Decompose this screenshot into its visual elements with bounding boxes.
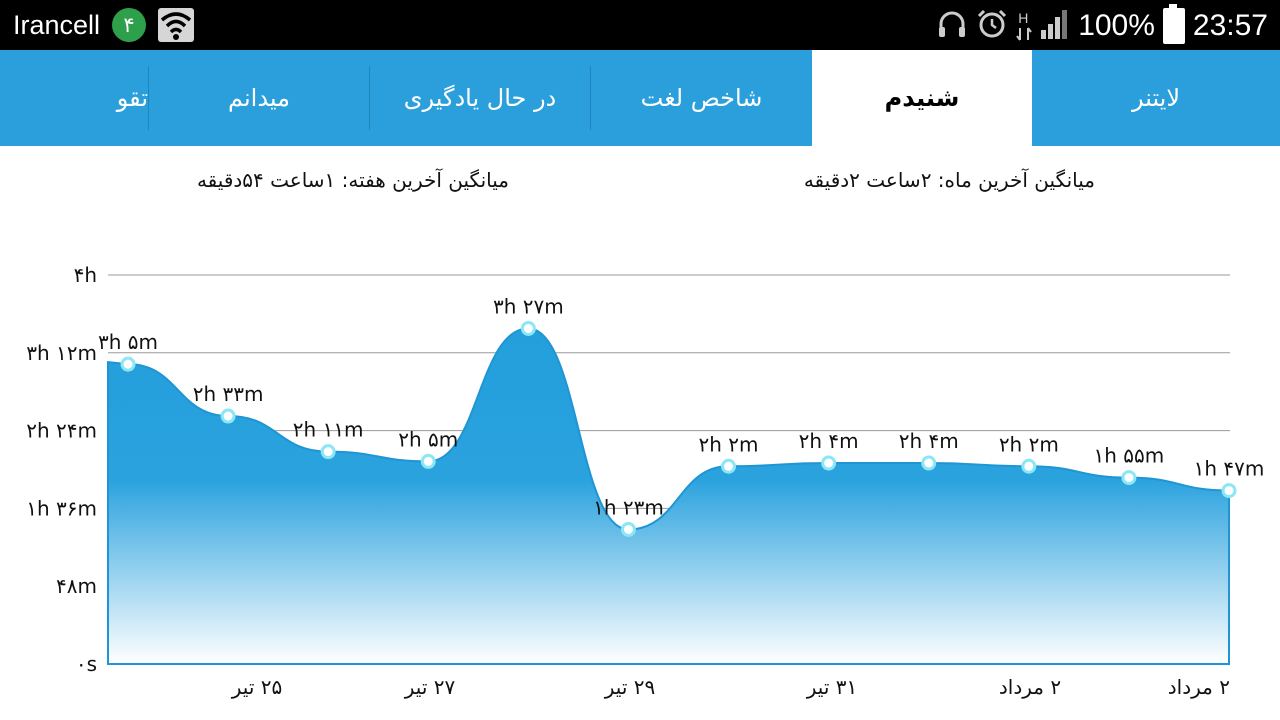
data-label: ۱h ۴۷m	[1194, 457, 1265, 481]
tab-divider	[148, 66, 149, 130]
tab-leitner[interactable]: لایتنر	[1032, 50, 1280, 146]
network-type-label: H	[1018, 10, 1029, 26]
usage-chart: ۳h ۵m ۲h ۳۳m ۲h ۱۱m ۲h ۵m ۳h ۲۷m ۱h ۲۳m ۲h ۲m ۲…	[26, 263, 1265, 699]
data-point	[420, 453, 436, 469]
y-tick-label: ۴h	[74, 263, 97, 287]
tab-label: میدانم	[228, 84, 291, 112]
y-tick-label: ۲h ۲۴m	[26, 419, 97, 443]
tab-divider	[590, 66, 591, 130]
tab-calendar[interactable]: تقو	[0, 50, 148, 146]
wifi-icon	[158, 8, 194, 42]
x-tick-label: ۲ مرداد	[999, 675, 1061, 699]
y-tick-label: ۰s	[76, 652, 97, 676]
data-label: ۳h ۵m	[98, 330, 158, 354]
data-label: ۲h ۴m	[899, 429, 959, 453]
data-point	[520, 320, 536, 336]
data-label: ۲h ۲m	[699, 432, 759, 456]
status-right: H 100% 23:57	[936, 4, 1268, 46]
chart-area	[107, 327, 1230, 665]
y-tick-label: ۴۸m	[56, 574, 97, 598]
x-tick-label: ۳۱ تیر	[806, 675, 857, 699]
tab-label: شاخص لغت	[640, 84, 763, 112]
carrier-name: Irancell	[13, 10, 101, 40]
data-point	[1121, 470, 1137, 486]
data-label: ۲h ۵m	[398, 427, 458, 451]
tab-label: در حال یادگیری	[403, 84, 557, 112]
tab-label: تقو	[116, 84, 148, 112]
x-tick-label: ۲۹ تیر	[604, 675, 655, 699]
data-point	[721, 458, 737, 474]
data-point	[320, 444, 336, 460]
headphones-icon	[936, 8, 968, 45]
data-point	[1021, 458, 1037, 474]
month-average: میانگین آخرین ماه: ۲ساعت ۲دقیقه	[803, 168, 1095, 192]
data-label: ۱h ۲۳m	[593, 495, 664, 519]
x-tick-label: ۲۵ تیر	[231, 675, 282, 699]
tab-label: لایتنر	[1131, 84, 1181, 112]
x-tick-label: ۲۷ تیر	[404, 675, 456, 699]
data-label: ۱h ۵۵m	[1094, 444, 1165, 468]
tab-heard[interactable]: شنیدم	[812, 50, 1032, 146]
data-label: ۳h ۲۷m	[493, 294, 564, 318]
alarm-icon	[976, 8, 1008, 45]
x-tick-label: ۲ مرداد	[1168, 675, 1230, 699]
data-point	[620, 521, 636, 537]
clock: 23:57	[1192, 9, 1268, 42]
data-label: ۲h ۲m	[999, 432, 1059, 456]
tab-label: شنیدم	[884, 84, 960, 112]
tab-learning[interactable]: در حال یادگیری	[370, 50, 590, 146]
status-bar: Irancell ۴ H	[0, 0, 1280, 50]
tab-divider	[369, 66, 370, 130]
y-tick-label: ۳h ۱۲m	[26, 341, 97, 365]
week-average: میانگین آخرین هفته: ۱ساعت ۵۴دقیقه	[196, 168, 509, 192]
battery-icon	[1162, 4, 1185, 44]
network-type-icon: H	[1016, 10, 1032, 42]
battery-percent: 100%	[1078, 9, 1155, 42]
data-point	[220, 408, 236, 424]
tab-known[interactable]: میدانم	[149, 50, 369, 146]
data-point	[921, 455, 937, 471]
tab-bar: لایتنر شنیدم شاخص لغت در حال یادگیری مید…	[0, 50, 1280, 146]
signal-icon	[1040, 8, 1070, 45]
sim-badge: ۴	[112, 8, 146, 42]
data-point	[120, 356, 136, 372]
data-label: ۲h ۴m	[799, 429, 859, 453]
data-point	[821, 455, 837, 471]
data-label: ۲h ۳۳m	[193, 382, 264, 406]
tab-word-index[interactable]: شاخص لغت	[591, 50, 812, 146]
data-label: ۲h ۱۱m	[293, 418, 364, 442]
y-tick-label: ۱h ۳۶m	[26, 496, 97, 520]
data-point	[1221, 483, 1237, 499]
